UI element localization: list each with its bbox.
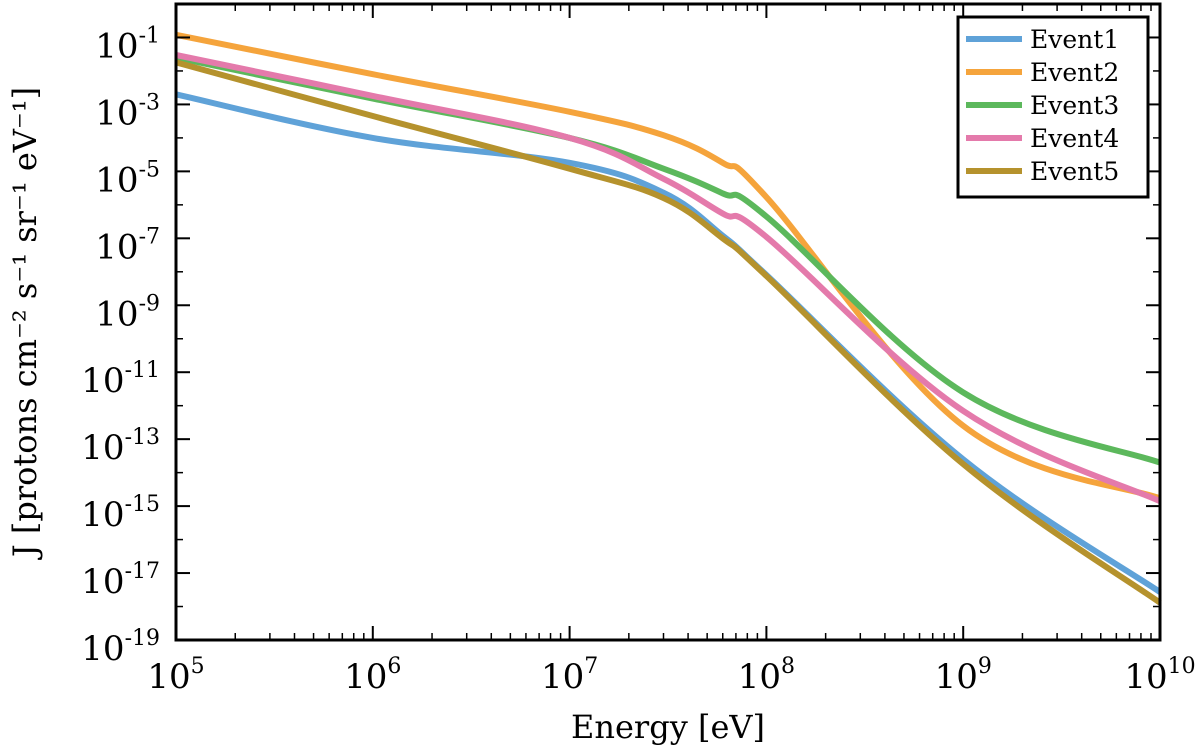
series-line-event5 — [175, 59, 1162, 606]
x-tick-label: 106 — [344, 654, 401, 697]
series-layer — [175, 31, 1162, 606]
series-line-event2 — [175, 31, 1162, 502]
plot-frame — [174, 2, 1162, 642]
y-tick-label: 10-13 — [81, 425, 160, 468]
y-tick-label: 10-7 — [95, 224, 160, 267]
legend-label-event2: Event2 — [1030, 58, 1119, 87]
y-tick-label: 10-5 — [95, 157, 160, 200]
y-tick-label: 10-19 — [81, 626, 160, 669]
series-line-event4 — [175, 52, 1162, 504]
y-axis-label: J [protons cm⁻² s⁻¹ sr⁻¹ eV⁻¹] — [6, 87, 44, 560]
x-tick-label: 105 — [147, 654, 204, 697]
ticks-layer — [175, 4, 1161, 641]
x-tick-label: 107 — [541, 654, 598, 697]
y-tick-label: 10-1 — [95, 23, 160, 66]
x-axis-label: Energy [eV] — [571, 708, 765, 746]
y-tick-label: 10-17 — [81, 559, 160, 602]
legend-label-event5: Event5 — [1030, 157, 1119, 186]
tick-labels: 105 106 107 108 109 1010 10-19 10-17 10-15 10-13 1… — [81, 23, 1195, 697]
y-tick-label: 10-11 — [81, 358, 160, 401]
legend-label-event4: Event4 — [1030, 124, 1119, 153]
y-tick-label: 10-9 — [95, 291, 160, 334]
legend: Event1 Event2 Event3 Event4 Event5 — [956, 15, 1150, 199]
x-tick-label: 108 — [738, 654, 795, 697]
y-tick-label: 10-3 — [95, 90, 160, 133]
x-tick-label: 109 — [935, 654, 992, 697]
y-tick-label: 10-15 — [81, 492, 160, 535]
legend-label-event3: Event3 — [1030, 91, 1119, 120]
legend-label-event1: Event1 — [1030, 25, 1119, 54]
x-tick-label: 1010 — [1124, 654, 1195, 697]
